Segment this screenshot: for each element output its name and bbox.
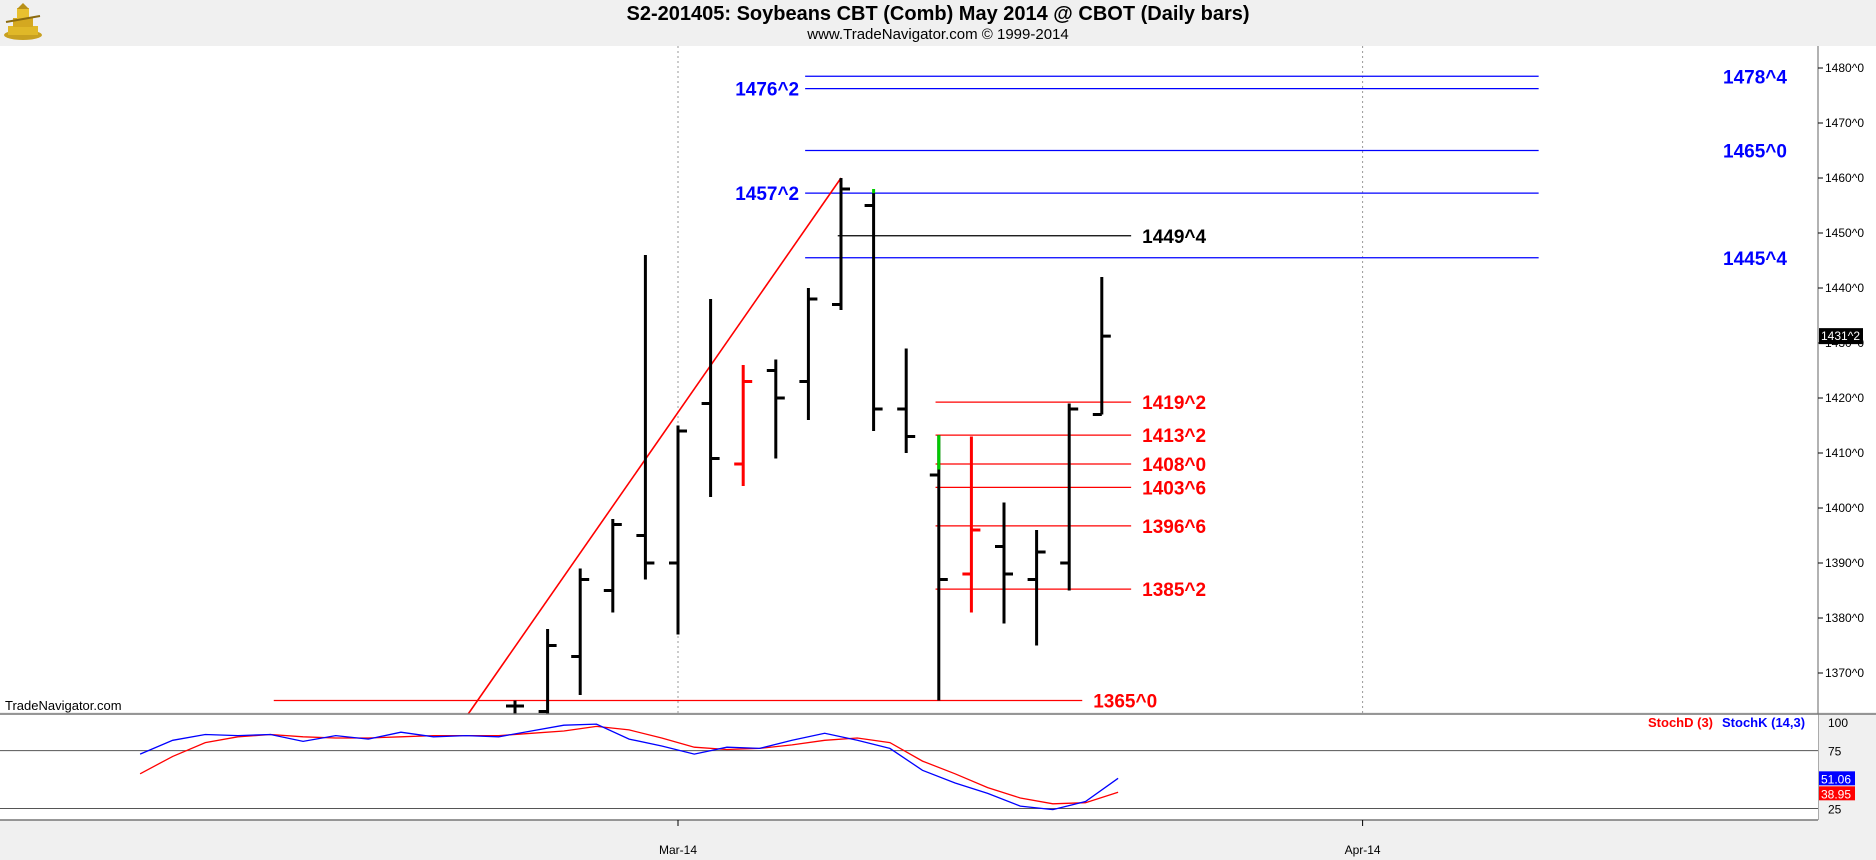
ohlc-bar — [669, 425, 687, 635]
level-label: 1478^4 — [1723, 67, 1787, 88]
ohlc-bar — [1060, 403, 1079, 591]
axis-background — [1818, 46, 1876, 712]
stochastic-background — [0, 714, 1818, 820]
stoch-k-line — [139, 723, 1119, 811]
ohlc-bar — [995, 502, 1013, 624]
date-axis-background — [0, 820, 1876, 860]
level-label: 1408^0 — [1142, 455, 1206, 476]
price-tick-label: 1410^0 — [1825, 446, 1864, 460]
date-tick-label: Apr-14 — [1345, 843, 1381, 857]
ohlc-bar — [962, 436, 981, 613]
date-axis: Mar-14 Apr-14 — [0, 819, 1876, 860]
price-tick-label: 1420^0 — [1825, 391, 1864, 405]
level-label: 1476^2 — [735, 80, 799, 101]
stoch-k-legend: StochK (14,3) — [1722, 715, 1805, 730]
level-lines: 1478^4 1476^2 1465^0 1457^2 1449^4 1445^4 1419… — [273, 67, 1787, 713]
stoch-k-value: 51.06 — [1821, 772, 1851, 786]
level-label: 1385^2 — [1142, 580, 1206, 601]
trade-navigator-logo-icon — [4, 3, 42, 40]
stoch-d-value-box — [1819, 786, 1855, 801]
price-bars — [506, 178, 1111, 717]
ohlc-bar — [929, 435, 948, 701]
ohlc-bar — [1027, 530, 1046, 646]
grid-lines — [677, 46, 1364, 840]
price-tick-label: 1450^0 — [1825, 226, 1864, 240]
watermark-text: TradeNavigator.com — [5, 698, 122, 713]
last-price-label: 1431^2 — [1821, 329, 1860, 343]
trendline — [465, 177, 842, 718]
level-label: 1457^2 — [735, 184, 799, 205]
stoch-d-legend: StochD (3) — [1648, 715, 1713, 730]
ohlc-bar — [864, 193, 883, 431]
price-tick-label: 1470^0 — [1825, 116, 1864, 130]
price-tick-label: 1380^0 — [1825, 611, 1864, 625]
price-tick-label: 1390^0 — [1825, 556, 1864, 570]
ohlc-bar — [766, 359, 785, 459]
ohlc-bar — [701, 299, 720, 497]
trendlines — [465, 177, 842, 718]
level-label: 1465^0 — [1723, 142, 1787, 163]
date-tick-label: Mar-14 — [659, 843, 697, 857]
level-label: 1403^6 — [1142, 478, 1206, 499]
price-tick-label: 1400^0 — [1825, 501, 1864, 515]
plot-background — [0, 46, 1818, 712]
stoch-d-value: 38.95 — [1821, 787, 1851, 801]
level-label: 1413^2 — [1142, 426, 1206, 447]
price-tick-label: 1480^0 — [1825, 61, 1864, 75]
ohlc-bar — [538, 629, 557, 717]
level-label: 1449^4 — [1142, 227, 1206, 248]
last-price-box — [1819, 328, 1863, 345]
stoch-tick-label: 25 — [1828, 802, 1842, 816]
ohlc-bar — [897, 348, 916, 453]
chart-header: S2-201405: Soybeans CBT (Comb) May 2014 … — [0, 0, 1876, 46]
chart-subtitle: www.TradeNavigator.com © 1999-2014 — [807, 26, 1069, 43]
price-tick-label: 1370^0 — [1825, 666, 1864, 680]
ohlc-bar — [734, 365, 753, 486]
price-axis: 1480^01470^01460^01450^01440^01430^01420… — [5, 46, 1864, 840]
price-tick-label: 1460^0 — [1825, 171, 1864, 185]
ohlc-bar — [636, 255, 655, 580]
level-label: 1445^4 — [1723, 249, 1787, 270]
ohlc-bar — [571, 568, 590, 695]
level-label: 1396^6 — [1142, 517, 1206, 538]
ohlc-bar — [799, 288, 818, 420]
ohlc-bar — [603, 519, 622, 613]
price-tick-label: 1440^0 — [1825, 281, 1864, 295]
chart-title: S2-201405: Soybeans CBT (Comb) May 2014 … — [626, 3, 1250, 25]
ohlc-bar — [832, 178, 850, 310]
stoch-k-value-box — [1819, 771, 1855, 786]
stoch-tick-label: 75 — [1828, 745, 1842, 759]
stoch-d-line — [139, 725, 1119, 805]
stoch-tick-label: 100 — [1828, 716, 1848, 730]
level-label: 1365^0 — [1093, 692, 1157, 713]
ohlc-bar — [1092, 277, 1111, 416]
level-label: 1419^2 — [1142, 393, 1206, 414]
